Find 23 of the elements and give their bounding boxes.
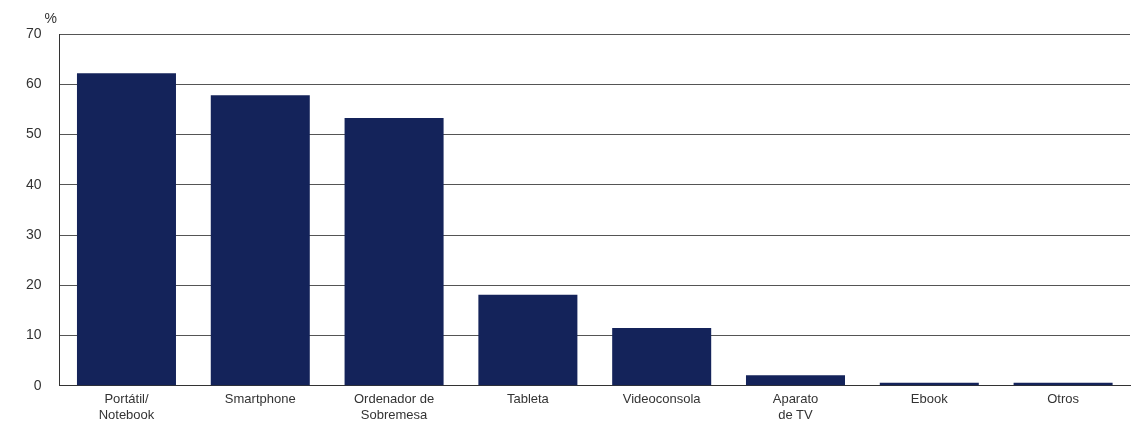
bar	[612, 328, 712, 386]
y-axis-title: %	[44, 9, 58, 26]
bar	[344, 117, 444, 386]
y-tick-label: 60	[25, 75, 42, 92]
y-tick-label: 20	[25, 276, 42, 293]
bar	[478, 294, 578, 386]
bar	[210, 95, 310, 386]
x-tick-label: Ordenador de Sobremesa	[353, 391, 435, 422]
y-tick-label: 10	[25, 326, 42, 343]
y-tick-label: 0	[33, 376, 42, 393]
bar	[76, 73, 176, 386]
x-tick-label: Videoconsola	[622, 391, 702, 407]
x-tick-label: Smartphone	[224, 391, 296, 407]
bar	[745, 375, 845, 386]
x-tick-label: Ebook	[910, 391, 949, 407]
x-tick-label: Otros	[1047, 391, 1080, 407]
y-tick-label: 40	[25, 175, 42, 192]
y-tick-label: 70	[25, 24, 42, 41]
x-tick-label: Aparato de TV	[772, 391, 819, 422]
y-tick-label: 30	[25, 225, 42, 242]
x-tick-label: Tableta	[506, 391, 550, 407]
x-tick-label: Portátil/ Notebook	[98, 391, 155, 422]
y-tick-label: 50	[25, 125, 42, 142]
